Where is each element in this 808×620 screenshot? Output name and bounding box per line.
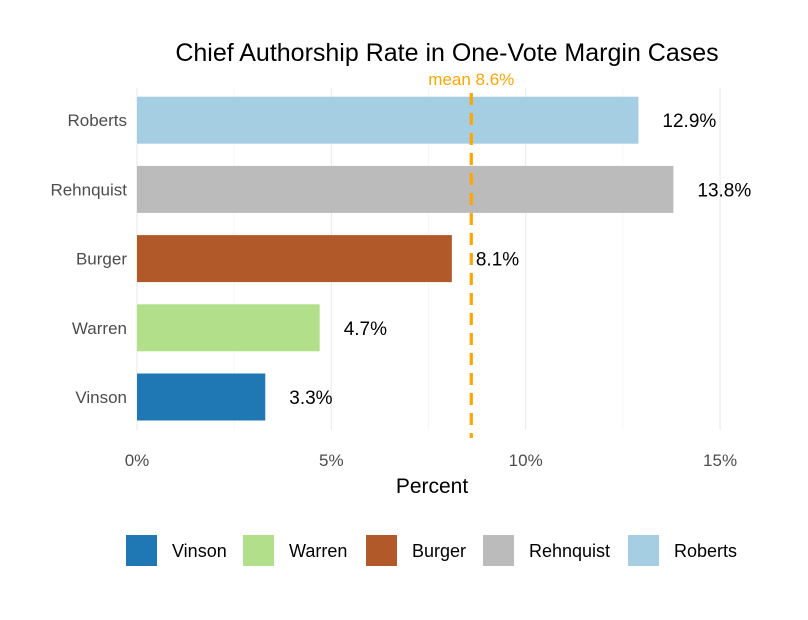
x-tick-label: 5% (319, 451, 344, 470)
mean-label: mean 8.6% (428, 70, 514, 89)
legend-label-roberts: Roberts (674, 541, 737, 561)
legend-label-vinson: Vinson (172, 541, 227, 561)
y-tick-label: Vinson (75, 388, 127, 407)
bar-warren (137, 304, 320, 352)
data-label-burger: 8.1% (476, 250, 519, 271)
legend-swatch-burger (366, 535, 397, 566)
legend-swatch-vinson (126, 535, 157, 566)
x-tick-label: 15% (703, 451, 737, 470)
legend-swatch-rehnquist (483, 535, 514, 566)
data-label-vinson: 3.3% (289, 388, 332, 409)
x-tick-label: 10% (509, 451, 543, 470)
legend-label-burger: Burger (412, 541, 466, 561)
y-tick-label: Rehnquist (50, 180, 127, 199)
legend-swatch-warren (243, 535, 274, 566)
data-label-warren: 4.7% (344, 319, 387, 340)
y-tick-label: Warren (72, 319, 127, 338)
chart-title: Chief Authorship Rate in One-Vote Margin… (175, 39, 718, 67)
bar-roberts (137, 96, 639, 144)
y-tick-label: Burger (76, 250, 127, 269)
legend-label-rehnquist: Rehnquist (529, 541, 610, 561)
bar-burger (137, 235, 452, 283)
data-label-rehnquist: 13.8% (697, 180, 751, 201)
y-tick-label: Roberts (67, 111, 127, 130)
data-label-roberts: 12.9% (662, 111, 716, 132)
bar-rehnquist (137, 165, 674, 213)
x-axis-title: Percent (396, 475, 469, 498)
bar-vinson (137, 373, 266, 421)
x-tick-label: 0% (125, 451, 150, 470)
legend-label-warren: Warren (289, 541, 347, 561)
legend-swatch-roberts (628, 535, 659, 566)
